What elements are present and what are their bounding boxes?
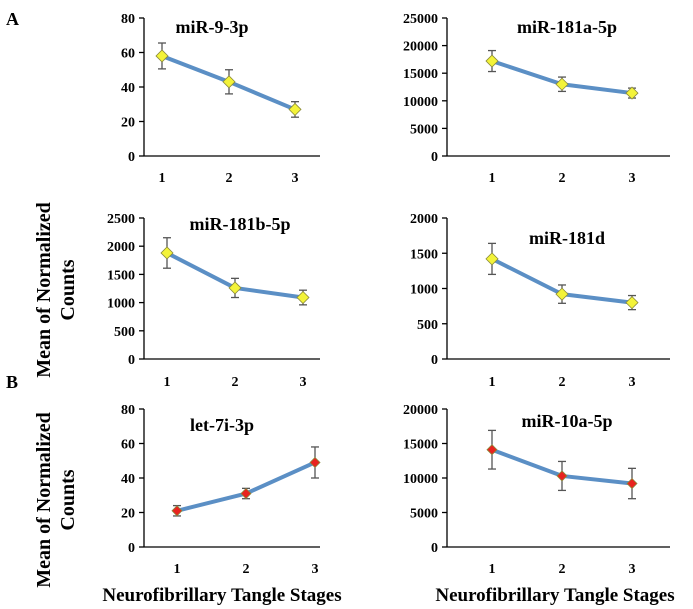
y-tick-label: 10000 [403, 95, 438, 110]
y-axis-label-bottom-line1: Mean of Normalized [33, 412, 55, 588]
panel-title: miR-10a-5p [522, 411, 613, 431]
x-tick-label: 2 [232, 375, 239, 390]
y-tick-label: 5000 [410, 122, 438, 137]
data-point-marker [296, 290, 310, 305]
panel-let-7i-3p: 0 20 40 60 80 1 2 3 let-7i-3p [121, 403, 321, 577]
panel-title: miR-181a-5p [517, 17, 617, 37]
y-tick-label: 1000 [107, 297, 135, 312]
data-point-marker [485, 252, 499, 266]
y-tick-label: 20 [121, 116, 135, 131]
y-tick-label: 20000 [403, 403, 438, 418]
panel-title: miR-181b-5p [189, 214, 290, 234]
y-tick-label: 20000 [403, 40, 438, 55]
x-tick-label: 1 [489, 171, 496, 186]
panel-mir-181b-5p: 0 500 1000 1500 2000 2500 1 2 3 miR-181b-5p [107, 212, 320, 390]
y-tick-label: 500 [114, 325, 135, 340]
y-axis-label-top-line1: Mean of Normalized [33, 202, 55, 378]
data-point-marker [555, 287, 569, 301]
y-tick-label: 1500 [410, 247, 438, 262]
x-tick-label: 3 [629, 171, 636, 186]
x-tick-label: 2 [559, 562, 566, 577]
panel-mir-181a-5p: 0 5000 10000 15000 20000 25000 1 2 3 miR-181a-5p [403, 12, 670, 186]
x-axis-label-right: Neurofibrillary Tangle Stages [435, 585, 674, 606]
data-point-marker [240, 487, 252, 500]
x-tick-label: 2 [559, 375, 566, 390]
y-tick-label: 25000 [403, 12, 438, 27]
section-label-b: B [6, 372, 18, 392]
y-tick-label: 500 [417, 318, 438, 333]
y-tick-label: 5000 [410, 507, 438, 522]
y-tick-label: 0 [128, 150, 135, 165]
panel-mir-181d: 0 500 1000 1500 2000 1 2 3 miR-181d [410, 212, 670, 390]
data-point-marker [309, 456, 321, 469]
y-tick-label: 2000 [107, 240, 135, 255]
y-tick-label: 80 [121, 12, 135, 27]
y-tick-label: 2000 [410, 212, 438, 227]
data-point-marker [155, 49, 169, 63]
y-tick-label: 1500 [107, 268, 135, 283]
x-tick-label: 3 [312, 562, 319, 577]
y-tick-label: 0 [431, 150, 438, 165]
data-point-marker [222, 75, 236, 89]
y-tick-label: 0 [431, 353, 438, 368]
x-tick-label: 1 [489, 562, 496, 577]
data-point-marker [626, 477, 638, 490]
y-tick-label: 0 [128, 541, 135, 556]
panel-mir-10a-5p: 0 5000 10000 15000 20000 1 2 3 miR-10a-5p [403, 403, 670, 577]
y-tick-label: 1000 [410, 283, 438, 298]
y-tick-label: 20 [121, 507, 135, 522]
data-point-marker [486, 444, 498, 456]
data-point-marker [625, 296, 639, 310]
y-axis-label-bottom-line2: Counts [57, 469, 79, 530]
series-line [176, 460, 316, 513]
x-tick-label: 1 [164, 375, 171, 390]
panel-title: miR-9-3p [176, 17, 249, 37]
y-tick-label: 40 [121, 81, 135, 96]
x-axis-label-left: Neurofibrillary Tangle Stages [102, 585, 341, 606]
y-tick-label: 60 [121, 438, 135, 453]
x-tick-label: 1 [174, 562, 181, 577]
x-tick-label: 3 [292, 171, 299, 186]
data-point-marker [485, 54, 499, 68]
data-point-marker [555, 77, 569, 91]
x-tick-label: 3 [300, 375, 307, 390]
y-tick-label: 0 [431, 541, 438, 556]
data-point-marker [228, 281, 242, 295]
y-axis-label-top-line2: Counts [57, 259, 79, 320]
panel-title: miR-181d [529, 228, 605, 248]
y-tick-label: 0 [128, 353, 135, 368]
y-tick-label: 15000 [403, 67, 438, 82]
x-tick-label: 3 [629, 562, 636, 577]
x-tick-label: 2 [243, 562, 250, 577]
y-tick-label: 80 [121, 403, 135, 418]
y-tick-label: 15000 [403, 438, 438, 453]
x-tick-label: 1 [489, 375, 496, 390]
y-tick-label: 60 [121, 47, 135, 62]
x-tick-label: 3 [629, 375, 636, 390]
y-tick-label: 10000 [403, 472, 438, 487]
panel-title: let-7i-3p [190, 415, 254, 435]
panel-mir-9-3p: 0 20 40 60 80 1 2 3 miR-9-3p [121, 12, 320, 186]
data-point-marker [288, 102, 302, 116]
section-label-a: A [6, 9, 19, 29]
x-tick-label: 2 [559, 171, 566, 186]
data-point-marker [556, 470, 568, 482]
data-point-marker [160, 246, 174, 260]
x-tick-label: 2 [226, 171, 233, 186]
data-point-marker [625, 86, 639, 100]
x-tick-label: 1 [159, 171, 166, 186]
y-tick-label: 40 [121, 472, 135, 487]
data-point-marker [171, 505, 183, 517]
y-tick-label: 2500 [107, 212, 135, 227]
